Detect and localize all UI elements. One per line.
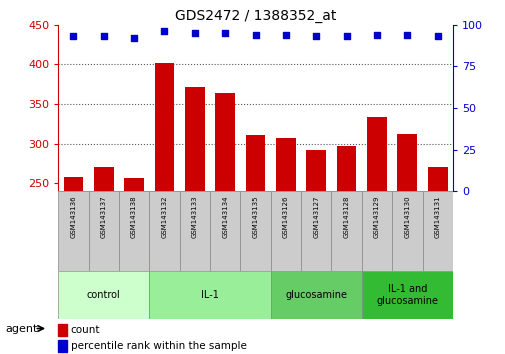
- Bar: [361, 271, 452, 319]
- Text: IL-1 and
glucosamine: IL-1 and glucosamine: [376, 284, 437, 306]
- Bar: [336, 146, 356, 354]
- Bar: [58, 340, 67, 352]
- Bar: [391, 191, 422, 271]
- Bar: [331, 191, 361, 271]
- Bar: [155, 63, 174, 354]
- Point: [342, 34, 350, 39]
- Text: GSM143131: GSM143131: [434, 195, 440, 238]
- Bar: [58, 191, 88, 271]
- Bar: [185, 87, 204, 354]
- Bar: [58, 324, 67, 336]
- Bar: [270, 271, 361, 319]
- Text: GSM143128: GSM143128: [343, 195, 349, 238]
- Bar: [367, 118, 386, 354]
- Point: [251, 32, 259, 38]
- Point: [372, 32, 380, 38]
- Text: glucosamine: glucosamine: [285, 290, 346, 300]
- Text: GSM143130: GSM143130: [403, 195, 410, 238]
- Bar: [427, 167, 447, 354]
- Text: GSM143134: GSM143134: [222, 195, 228, 238]
- Text: agent: agent: [5, 324, 37, 333]
- Text: GSM143129: GSM143129: [373, 195, 379, 238]
- Text: GSM143137: GSM143137: [100, 195, 107, 238]
- Point: [69, 34, 77, 39]
- Bar: [276, 138, 295, 354]
- Text: count: count: [71, 325, 100, 335]
- Bar: [124, 178, 144, 354]
- Point: [99, 34, 108, 39]
- Point: [190, 30, 198, 36]
- Bar: [300, 191, 331, 271]
- Bar: [58, 271, 149, 319]
- Bar: [306, 150, 326, 354]
- Point: [281, 32, 289, 38]
- Text: control: control: [87, 290, 120, 300]
- Bar: [179, 191, 210, 271]
- Text: GSM143135: GSM143135: [252, 195, 258, 238]
- Point: [160, 29, 168, 34]
- Point: [221, 30, 229, 36]
- Point: [433, 34, 441, 39]
- Bar: [240, 191, 270, 271]
- Text: IL-1: IL-1: [200, 290, 219, 300]
- Bar: [88, 191, 119, 271]
- Text: GSM143132: GSM143132: [161, 195, 167, 238]
- Text: GSM143138: GSM143138: [131, 195, 137, 238]
- Bar: [270, 191, 300, 271]
- Text: GSM143136: GSM143136: [70, 195, 76, 238]
- Text: GDS2472 / 1388352_at: GDS2472 / 1388352_at: [175, 9, 335, 23]
- Bar: [64, 177, 83, 354]
- Bar: [215, 93, 235, 354]
- Bar: [94, 167, 114, 354]
- Bar: [210, 191, 240, 271]
- Text: GSM143133: GSM143133: [191, 195, 197, 238]
- Bar: [245, 135, 265, 354]
- Point: [312, 34, 320, 39]
- Text: percentile rank within the sample: percentile rank within the sample: [71, 341, 246, 351]
- Bar: [422, 191, 452, 271]
- Bar: [149, 271, 270, 319]
- Bar: [397, 134, 417, 354]
- Bar: [149, 191, 179, 271]
- Point: [130, 35, 138, 41]
- Text: GSM143127: GSM143127: [313, 195, 319, 238]
- Bar: [361, 191, 391, 271]
- Point: [402, 32, 411, 38]
- Text: GSM143126: GSM143126: [282, 195, 288, 238]
- Bar: [119, 191, 149, 271]
